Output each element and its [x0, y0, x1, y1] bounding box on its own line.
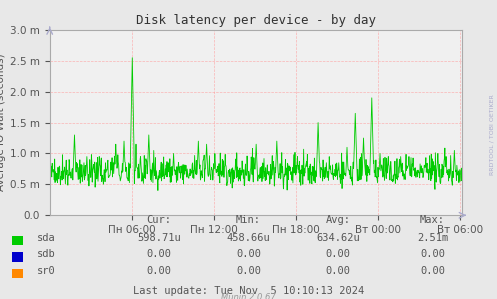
- Text: sr0: sr0: [37, 266, 56, 276]
- Text: Cur:: Cur:: [147, 215, 171, 225]
- Text: 0.00: 0.00: [326, 266, 350, 276]
- Text: sda: sda: [37, 233, 56, 243]
- Text: 0.00: 0.00: [420, 266, 445, 276]
- Title: Disk latency per device - by day: Disk latency per device - by day: [136, 14, 376, 27]
- Text: RRDTOOL / TOBI OETIKER: RRDTOOL / TOBI OETIKER: [490, 94, 495, 175]
- Text: 0.00: 0.00: [236, 249, 261, 259]
- Text: Munin 2.0.67: Munin 2.0.67: [221, 294, 276, 299]
- Text: 458.66u: 458.66u: [227, 233, 270, 243]
- Text: Min:: Min:: [236, 215, 261, 225]
- Text: 2.51m: 2.51m: [417, 233, 448, 243]
- Text: Max:: Max:: [420, 215, 445, 225]
- Y-axis label: Average IO Wait (seconds): Average IO Wait (seconds): [0, 54, 6, 191]
- Text: 598.71u: 598.71u: [137, 233, 181, 243]
- Text: 0.00: 0.00: [147, 266, 171, 276]
- Text: Last update: Tue Nov  5 10:10:13 2024: Last update: Tue Nov 5 10:10:13 2024: [133, 286, 364, 296]
- Text: 0.00: 0.00: [236, 266, 261, 276]
- Text: Avg:: Avg:: [326, 215, 350, 225]
- Text: 0.00: 0.00: [326, 249, 350, 259]
- Text: 0.00: 0.00: [420, 249, 445, 259]
- Text: 634.62u: 634.62u: [316, 233, 360, 243]
- Text: 0.00: 0.00: [147, 249, 171, 259]
- Text: sdb: sdb: [37, 249, 56, 259]
